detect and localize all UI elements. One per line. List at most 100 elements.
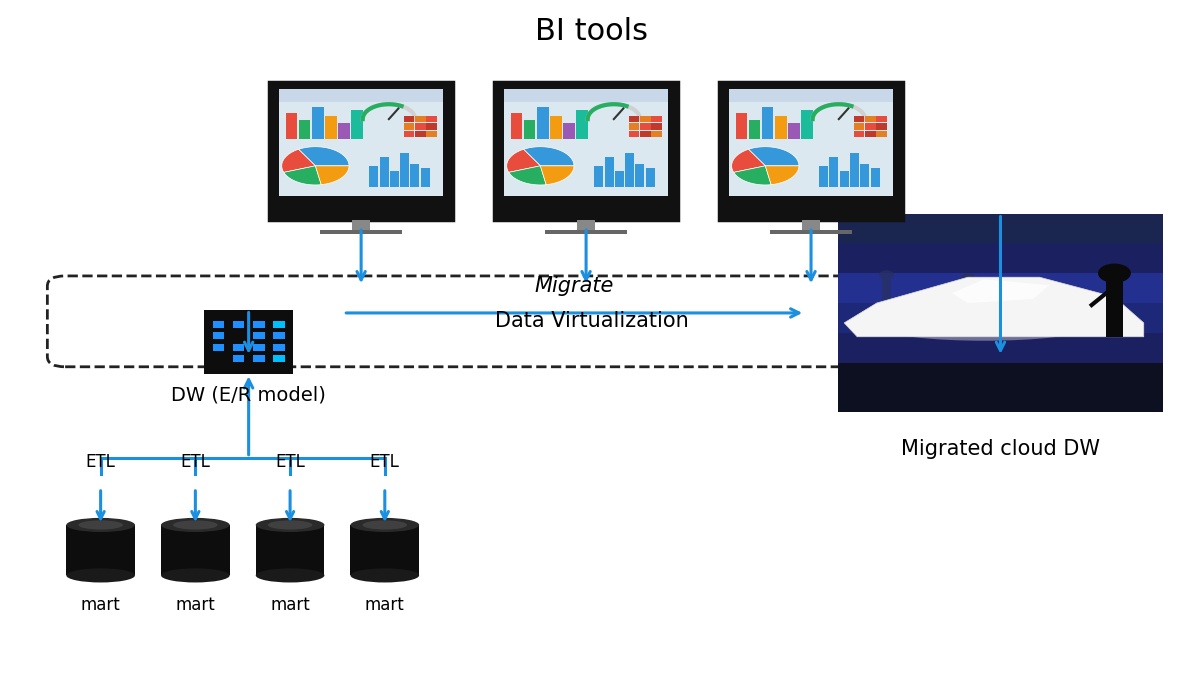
Bar: [837, 363, 1163, 412]
Bar: [837, 214, 1163, 412]
Bar: [411, 164, 419, 187]
Bar: [400, 153, 410, 187]
Bar: [629, 131, 639, 137]
Bar: [876, 116, 887, 122]
Text: ETL: ETL: [180, 453, 211, 471]
Bar: [577, 110, 587, 139]
Ellipse shape: [78, 520, 123, 530]
Bar: [551, 116, 561, 139]
Ellipse shape: [66, 568, 135, 583]
Bar: [279, 90, 443, 196]
Text: Migrate: Migrate: [534, 276, 614, 296]
Bar: [161, 525, 230, 575]
Bar: [876, 131, 887, 137]
Bar: [866, 131, 875, 137]
Bar: [837, 244, 1163, 273]
Polygon shape: [540, 166, 574, 184]
Bar: [426, 116, 437, 122]
Bar: [729, 90, 893, 102]
Bar: [272, 332, 284, 339]
Polygon shape: [734, 166, 771, 185]
Circle shape: [880, 271, 894, 279]
Bar: [272, 344, 284, 351]
Bar: [404, 123, 414, 129]
Ellipse shape: [173, 520, 218, 530]
Bar: [504, 90, 668, 196]
Bar: [729, 90, 893, 196]
Polygon shape: [315, 166, 349, 184]
Bar: [313, 108, 323, 139]
Polygon shape: [509, 166, 546, 185]
Bar: [504, 90, 668, 102]
Bar: [426, 131, 437, 137]
Bar: [770, 230, 852, 234]
Polygon shape: [844, 277, 1144, 336]
Text: Migrated cloud DW: Migrated cloud DW: [901, 439, 1100, 459]
Bar: [326, 116, 336, 139]
Bar: [594, 166, 603, 187]
Text: mart: mart: [175, 596, 215, 614]
Bar: [605, 157, 613, 187]
Polygon shape: [732, 149, 765, 172]
Bar: [416, 116, 425, 122]
Polygon shape: [765, 166, 799, 184]
Bar: [641, 123, 650, 129]
Bar: [964, 281, 972, 309]
Bar: [352, 221, 371, 230]
Bar: [776, 116, 786, 139]
Bar: [212, 332, 224, 339]
Text: Data Virtualization: Data Virtualization: [495, 312, 689, 331]
Bar: [749, 120, 760, 139]
Ellipse shape: [350, 568, 419, 583]
Polygon shape: [282, 149, 315, 172]
Bar: [850, 153, 860, 187]
Text: mart: mart: [270, 596, 310, 614]
Bar: [641, 116, 650, 122]
Bar: [837, 303, 1163, 332]
Polygon shape: [748, 147, 799, 166]
Polygon shape: [952, 279, 1049, 303]
Bar: [645, 168, 655, 187]
Bar: [564, 123, 574, 139]
Circle shape: [961, 274, 974, 281]
Bar: [272, 355, 284, 362]
Bar: [416, 131, 425, 137]
Text: ETL: ETL: [85, 453, 116, 471]
Bar: [390, 171, 399, 187]
Ellipse shape: [66, 518, 135, 532]
Bar: [882, 279, 890, 309]
Bar: [651, 123, 662, 129]
Bar: [279, 90, 443, 102]
Bar: [300, 120, 310, 139]
Bar: [404, 116, 414, 122]
Bar: [854, 116, 864, 122]
Bar: [252, 332, 264, 339]
Text: ETL: ETL: [275, 453, 305, 471]
Ellipse shape: [256, 568, 324, 583]
Polygon shape: [298, 147, 349, 166]
Text: BI tools: BI tools: [535, 17, 649, 46]
Bar: [252, 344, 264, 351]
Bar: [736, 112, 747, 139]
Bar: [272, 321, 284, 328]
Bar: [625, 153, 635, 187]
Bar: [287, 112, 297, 139]
Bar: [538, 108, 548, 139]
Bar: [426, 123, 437, 129]
Text: mart: mart: [81, 596, 121, 614]
Bar: [339, 123, 349, 139]
Bar: [839, 171, 849, 187]
Bar: [762, 108, 773, 139]
Bar: [66, 525, 135, 575]
Bar: [511, 112, 522, 139]
Bar: [641, 131, 650, 137]
Bar: [212, 321, 224, 328]
Bar: [854, 123, 864, 129]
Polygon shape: [284, 166, 321, 185]
Bar: [577, 221, 596, 230]
Ellipse shape: [887, 317, 1082, 341]
Bar: [866, 123, 875, 129]
Ellipse shape: [256, 518, 324, 532]
Ellipse shape: [268, 520, 313, 530]
Bar: [350, 525, 419, 575]
